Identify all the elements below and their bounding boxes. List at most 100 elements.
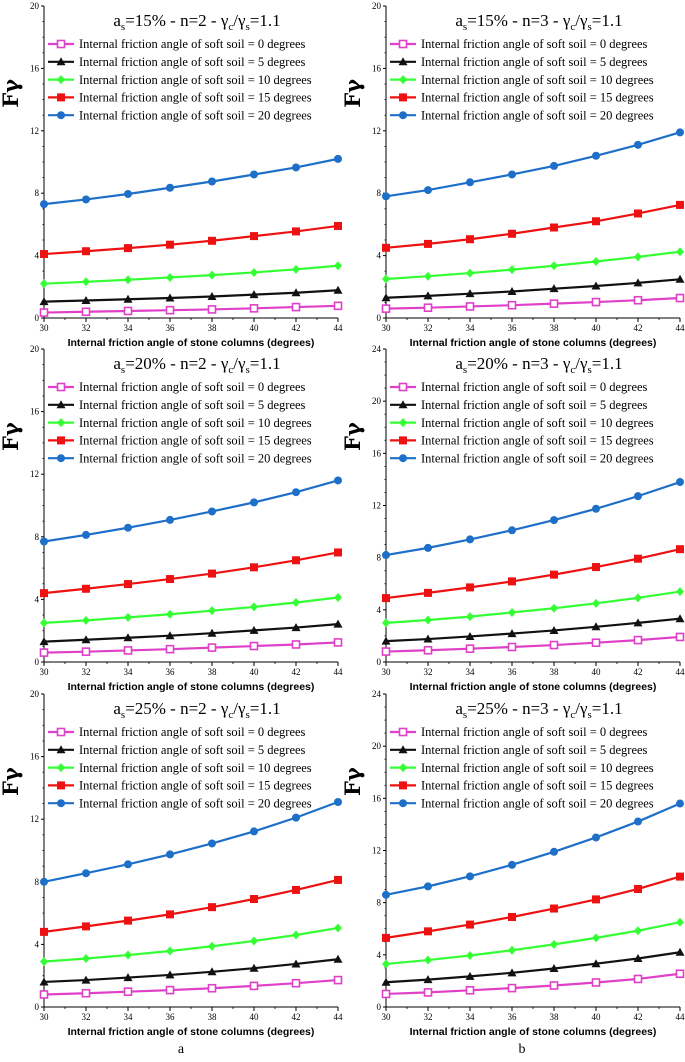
legend-marker	[56, 39, 66, 49]
data-point	[250, 895, 258, 904]
data-point	[592, 257, 600, 267]
data-point	[208, 839, 216, 848]
data-point	[250, 602, 258, 612]
data-point	[40, 279, 48, 289]
data-point	[249, 304, 259, 313]
data-point	[39, 648, 49, 657]
y-tick-label: 16	[372, 448, 382, 458]
data-point	[81, 988, 91, 998]
legend-marker	[57, 93, 65, 102]
data-point	[634, 492, 642, 501]
data-point	[382, 933, 390, 942]
title-segment: =20% - n=3 - γ	[467, 354, 571, 373]
legend-entry: Internal friction angle of soft soil = 1…	[421, 761, 654, 775]
data-point	[550, 161, 558, 170]
y-axis-label: Fγ	[0, 767, 23, 796]
data-point	[676, 478, 684, 487]
data-point	[82, 953, 90, 963]
title-subscript: s	[588, 709, 592, 721]
data-point	[382, 243, 390, 252]
data-point	[82, 615, 90, 625]
data-point	[333, 638, 343, 647]
data-point	[676, 128, 684, 137]
legend-marker	[57, 799, 65, 808]
data-point	[250, 170, 258, 179]
data-point	[550, 516, 558, 525]
x-tick-label: 36	[508, 323, 518, 333]
data-point	[40, 957, 48, 967]
data-point	[423, 975, 433, 984]
data-point	[208, 606, 216, 616]
data-point	[292, 163, 300, 172]
data-point	[39, 308, 49, 317]
legend-marker	[56, 745, 66, 754]
legend-marker	[56, 57, 66, 66]
legend-marker	[399, 781, 407, 790]
data-point	[292, 813, 300, 822]
data-point	[291, 302, 301, 312]
x-tick-label: 38	[208, 1012, 218, 1022]
data-point	[81, 307, 91, 317]
data-point	[124, 860, 132, 869]
data-point	[333, 954, 343, 963]
data-point	[165, 644, 175, 654]
x-tick-label: 44	[334, 1012, 344, 1022]
x-tick-label: 34	[466, 323, 476, 333]
data-point	[423, 988, 433, 997]
data-point	[508, 945, 516, 955]
x-tick-label: 42	[292, 667, 301, 677]
data-point	[675, 632, 685, 642]
x-tick-label: 40	[592, 323, 602, 333]
data-point	[207, 291, 217, 300]
data-point	[249, 625, 259, 634]
y-axis-label: Fγ	[340, 79, 365, 108]
x-tick-label: 44	[676, 1012, 685, 1022]
title-segment: =1.1	[250, 354, 281, 373]
data-point	[165, 631, 175, 640]
x-axis-label: Internal friction angle of stone columns…	[410, 681, 657, 693]
y-axis-label: Fγ	[340, 767, 365, 796]
legend-marker	[398, 745, 408, 754]
data-point	[591, 297, 601, 307]
data-point	[465, 302, 475, 311]
data-point	[166, 946, 174, 956]
data-point	[382, 551, 390, 560]
legend-entry: Internal friction angle of soft soil = 0…	[79, 725, 306, 739]
data-point	[466, 583, 474, 592]
data-point	[40, 618, 48, 628]
data-point	[165, 293, 175, 302]
data-point	[633, 974, 643, 984]
data-point	[40, 927, 48, 936]
title-segment: /γ	[233, 354, 246, 373]
data-point	[633, 618, 643, 627]
data-point	[249, 641, 259, 651]
chart-title: as=20% - n=2 - γc/γs=1.1	[113, 354, 280, 376]
y-tick-label: 0	[377, 1002, 382, 1012]
y-tick-label: 0	[377, 657, 382, 667]
data-point	[465, 971, 475, 980]
legend-entry: Internal friction angle of soft soil = 1…	[421, 91, 654, 105]
y-tick-label: 8	[377, 898, 382, 908]
data-point	[592, 151, 600, 160]
data-point	[40, 250, 48, 259]
data-point	[291, 640, 301, 649]
data-point	[424, 927, 432, 936]
legend-marker	[399, 436, 407, 445]
series-line-1	[385, 296, 681, 310]
data-point	[550, 603, 558, 613]
chart-panel-2: 0 4 8 12 16 20 30 32 34 36 38 40 42 44 Internal fricti…	[340, 1, 685, 349]
series-line-4	[385, 875, 681, 939]
title-segment: /γ	[575, 11, 588, 30]
y-tick-label: 0	[377, 313, 382, 323]
series-line-3	[385, 921, 681, 966]
data-point	[249, 290, 259, 299]
data-point	[292, 264, 300, 274]
y-tick-label: 8	[377, 553, 382, 563]
data-point	[334, 797, 342, 806]
data-point	[124, 580, 132, 589]
legend-entry: Internal friction angle of soft soil = 5…	[79, 55, 306, 69]
x-tick-label: 38	[208, 323, 218, 333]
legend-entry: Internal friction angle of soft soil = 0…	[79, 37, 306, 51]
series-line-3	[43, 264, 339, 285]
data-point	[39, 990, 49, 999]
